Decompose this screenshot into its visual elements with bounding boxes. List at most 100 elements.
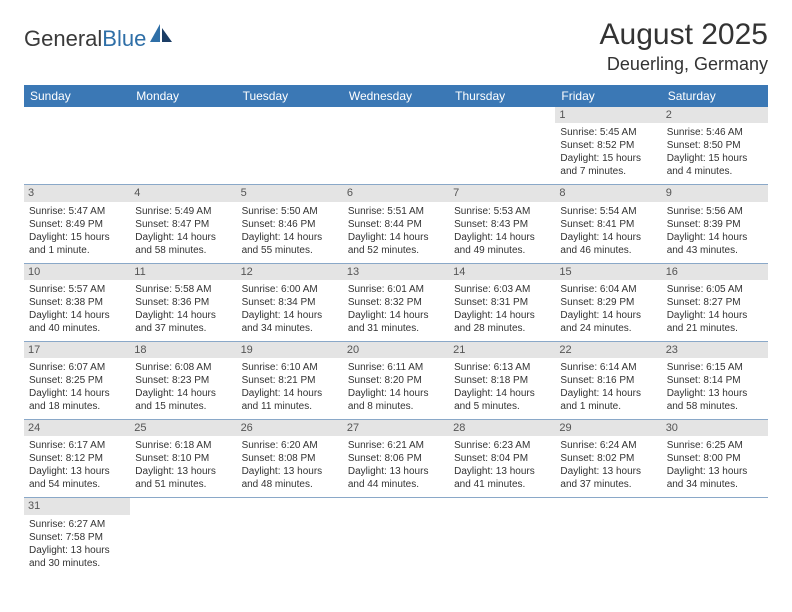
cell-line: and 8 minutes. (348, 400, 444, 413)
cell-line: Sunset: 8:16 PM (560, 374, 656, 387)
cell-line: Daylight: 14 hours (242, 387, 338, 400)
day-number: 15 (555, 264, 661, 280)
calendar-cell: 16Sunrise: 6:05 AMSunset: 8:27 PMDayligh… (662, 263, 768, 341)
cell-line: Sunset: 8:29 PM (560, 296, 656, 309)
cell-line: Daylight: 15 hours (29, 231, 125, 244)
cell-line: Daylight: 14 hours (242, 231, 338, 244)
day-number: 6 (343, 185, 449, 201)
day-number: 26 (237, 420, 343, 436)
calendar-row: 31Sunrise: 6:27 AMSunset: 7:58 PMDayligh… (24, 498, 768, 576)
day-number: 30 (662, 420, 768, 436)
cell-content: Sunrise: 6:04 AMSunset: 8:29 PMDaylight:… (560, 283, 656, 335)
calendar-cell: 6 Sunrise: 5:51 AMSunset: 8:44 PMDaylight… (343, 185, 449, 263)
cell-content: Sunrise: 5:50 AMSunset: 8:46 PMDaylight:… (242, 205, 338, 257)
cell-line: Daylight: 14 hours (348, 387, 444, 400)
cell-line: Sunset: 8:38 PM (29, 296, 125, 309)
cell-content: Sunrise: 6:23 AMSunset: 8:04 PMDaylight:… (454, 439, 550, 491)
day-number: 9 (662, 185, 768, 201)
cell-line: and 18 minutes. (29, 400, 125, 413)
cell-line: Sunset: 8:44 PM (348, 218, 444, 231)
day-number: 28 (449, 420, 555, 436)
cell-line: and 28 minutes. (454, 322, 550, 335)
cell-line: Daylight: 14 hours (454, 387, 550, 400)
calendar-cell (555, 498, 661, 576)
cell-line: Sunset: 8:43 PM (454, 218, 550, 231)
calendar-head: Sunday Monday Tuesday Wednesday Thursday… (24, 85, 768, 107)
calendar-cell: 3Sunrise: 5:47 AMSunset: 8:49 PMDaylight… (24, 185, 130, 263)
day-number: 10 (24, 264, 130, 280)
cell-line: Sunrise: 5:53 AM (454, 205, 550, 218)
cell-content: Sunrise: 6:14 AMSunset: 8:16 PMDaylight:… (560, 361, 656, 413)
calendar-cell: 1Sunrise: 5:45 AMSunset: 8:52 PMDaylight… (555, 107, 661, 185)
day-number: 2 (662, 107, 768, 123)
cell-content: Sunrise: 6:01 AMSunset: 8:32 PMDaylight:… (348, 283, 444, 335)
cell-content: Sunrise: 5:51 AMSunset: 8:44 PMDaylight:… (348, 205, 444, 257)
day-number: 29 (555, 420, 661, 436)
cell-line: Daylight: 13 hours (29, 544, 125, 557)
cell-line: Sunset: 8:10 PM (135, 452, 231, 465)
day-number: 18 (130, 342, 236, 358)
cell-content: Sunrise: 6:07 AMSunset: 8:25 PMDaylight:… (29, 361, 125, 413)
calendar-cell: 27Sunrise: 6:21 AMSunset: 8:06 PMDayligh… (343, 420, 449, 498)
cell-line: and 21 minutes. (667, 322, 763, 335)
calendar-row: 10 Sunrise: 5:57 AMSunset: 8:38 PM Dayligh… (24, 263, 768, 341)
cell-line: Daylight: 13 hours (454, 465, 550, 478)
cell-line: Sunset: 8:23 PM (135, 374, 231, 387)
cell-content: Sunrise: 6:13 AMSunset: 8:18 PMDaylight:… (454, 361, 550, 413)
calendar-cell: 31Sunrise: 6:27 AMSunset: 7:58 PMDayligh… (24, 498, 130, 576)
day-number: 17 (24, 342, 130, 358)
cell-line: Sunrise: 5:45 AM (560, 126, 656, 139)
cell-line: Sunset: 8:52 PM (560, 139, 656, 152)
day-number: 31 (24, 498, 130, 514)
cell-line: Sunrise: 6:15 AM (667, 361, 763, 374)
cell-line: Sunrise: 6:14 AM (560, 361, 656, 374)
cell-line: Sunset: 8:39 PM (667, 218, 763, 231)
cell-line: and 34 minutes. (667, 478, 763, 491)
day-number: 24 (24, 420, 130, 436)
cell-line: Daylight: 13 hours (135, 465, 231, 478)
cell-content: Sunrise: 6:00 AMSunset: 8:34 PMDaylight:… (242, 283, 338, 335)
calendar-cell (343, 498, 449, 576)
cell-line: Sunrise: 5:57 AM (29, 283, 125, 296)
cell-line: Sunset: 8:14 PM (667, 374, 763, 387)
cell-line: and 52 minutes. (348, 244, 444, 257)
calendar-cell: 21Sunrise: 6:13 AMSunset: 8:18 PMDayligh… (449, 341, 555, 419)
calendar-cell: 26Sunrise: 6:20 AMSunset: 8:08 PMDayligh… (237, 420, 343, 498)
cell-line: Daylight: 14 hours (242, 309, 338, 322)
cell-line: Sunrise: 5:49 AM (135, 205, 231, 218)
cell-line: and 41 minutes. (454, 478, 550, 491)
day-number: 22 (555, 342, 661, 358)
cell-content: Sunrise: 6:03 AMSunset: 8:31 PMDaylight:… (454, 283, 550, 335)
cell-line: Sunset: 8:34 PM (242, 296, 338, 309)
sail-icon (148, 22, 174, 44)
cell-line: Sunrise: 6:07 AM (29, 361, 125, 374)
logo-text: GeneralBlue (24, 26, 146, 52)
cell-line: Sunrise: 6:05 AM (667, 283, 763, 296)
day-number: 8 (555, 185, 661, 201)
day-number: 12 (237, 264, 343, 280)
calendar-cell: 5 Sunrise: 5:50 AMSunset: 8:46 PMDaylight… (237, 185, 343, 263)
day-number (237, 107, 343, 123)
calendar-cell: 8Sunrise: 5:54 AMSunset: 8:41 PMDaylight… (555, 185, 661, 263)
day-number: 3 (24, 185, 130, 201)
cell-content: Sunrise: 6:25 AMSunset: 8:00 PMDaylight:… (667, 439, 763, 491)
day-number: 13 (343, 264, 449, 280)
cell-line: Sunrise: 6:10 AM (242, 361, 338, 374)
day-number: 7 (449, 185, 555, 201)
cell-line: and 54 minutes. (29, 478, 125, 491)
cell-line: Daylight: 14 hours (29, 387, 125, 400)
cell-line: Sunset: 8:06 PM (348, 452, 444, 465)
calendar-row: 17 Sunrise: 6:07 AMSunset: 8:25 PMDayligh… (24, 341, 768, 419)
calendar-cell: 19Sunrise: 6:10 AMSunset: 8:21 PMDayligh… (237, 341, 343, 419)
cell-line: and 40 minutes. (29, 322, 125, 335)
cell-line: Daylight: 13 hours (348, 465, 444, 478)
calendar-cell: 12 Sunrise: 6:00 AMSunset: 8:34 PMDayligh… (237, 263, 343, 341)
day-number: 5 (237, 185, 343, 201)
cell-line: and 37 minutes. (560, 478, 656, 491)
cell-line: and 37 minutes. (135, 322, 231, 335)
cell-line: Sunset: 8:32 PM (348, 296, 444, 309)
logo: GeneralBlue (24, 26, 174, 52)
cell-line: Sunset: 8:47 PM (135, 218, 231, 231)
cell-line: Sunset: 8:41 PM (560, 218, 656, 231)
cell-line: and 1 minute. (29, 244, 125, 257)
